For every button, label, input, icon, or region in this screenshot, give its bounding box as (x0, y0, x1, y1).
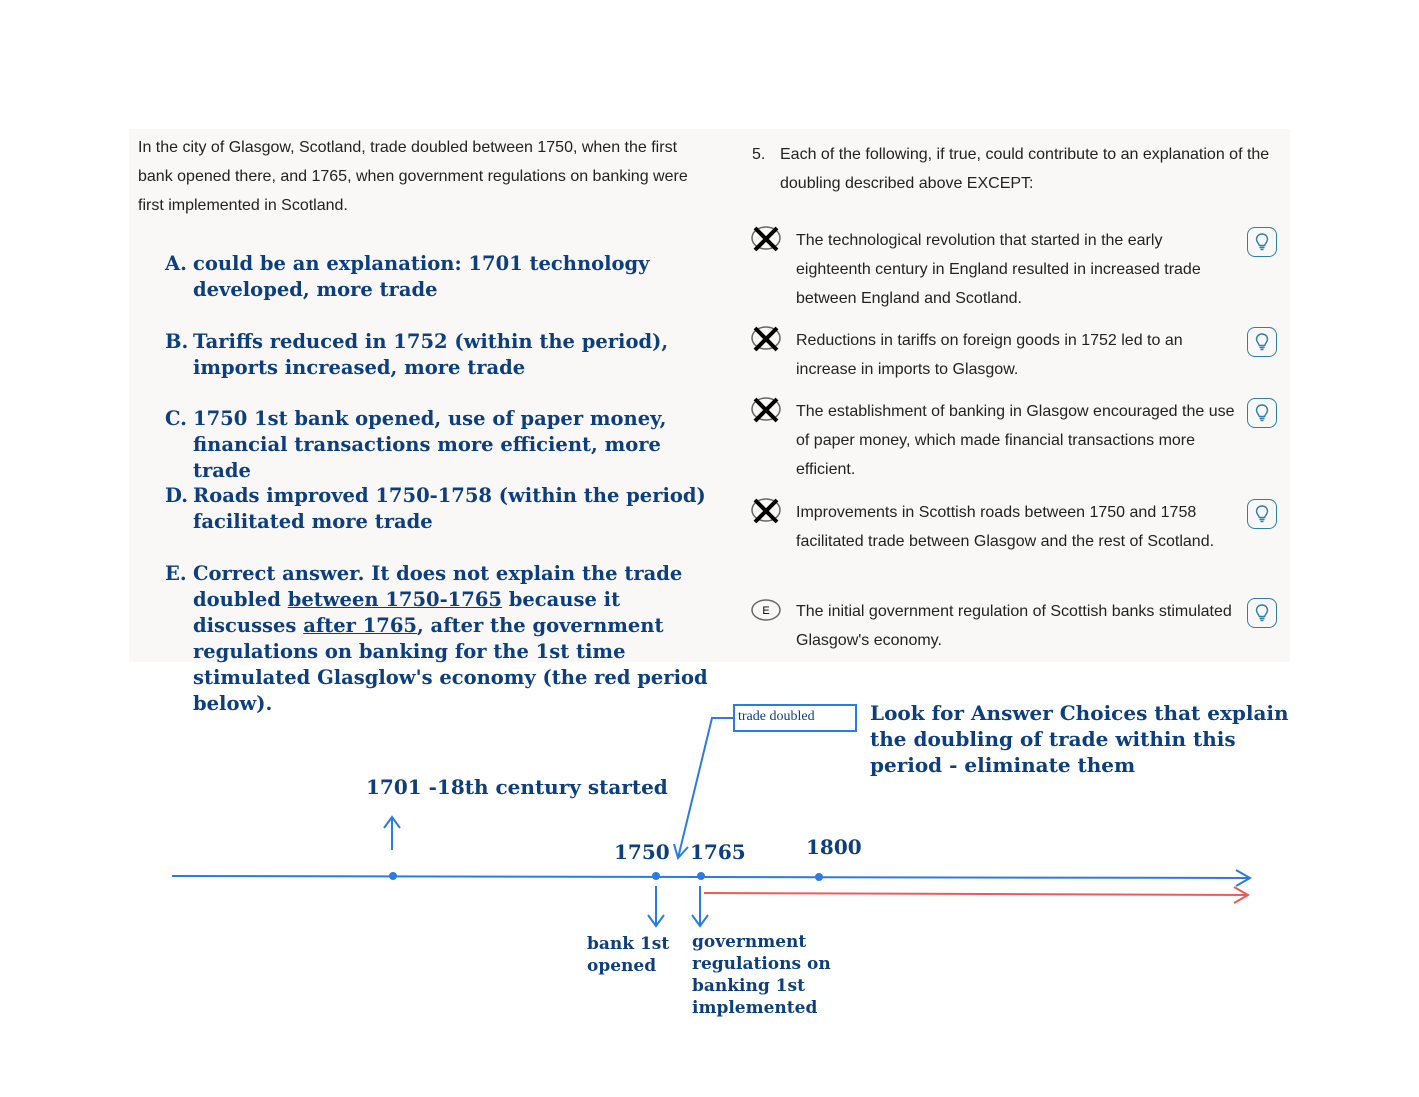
question-panel (129, 129, 1290, 662)
note-text-part: , after the government regulations on ba… (193, 614, 708, 715)
note-label: E. (165, 562, 187, 585)
note-text: could be an explanation: 1701 technology… (193, 252, 650, 301)
choice-text: Improvements in Scottish roads between 1… (796, 504, 1215, 550)
x-circle-icon[interactable] (750, 498, 782, 530)
x-circle-icon[interactable] (750, 326, 782, 358)
lightbulb-icon (1255, 404, 1269, 422)
lightbulb-icon (1255, 505, 1269, 523)
x-circle-icon[interactable] (750, 226, 782, 258)
question-number: 5. (752, 146, 766, 163)
choice-text: The establishment of banking in Glasgow … (796, 403, 1235, 478)
bank-opened-label: bank 1st opened (587, 934, 670, 976)
trade-doubled-box (733, 704, 857, 732)
passage: In the city of Glasgow, Scotland, trade … (138, 139, 688, 214)
note-text: Tariffs reduced in 1752 (within the peri… (193, 330, 669, 379)
arrow-down-1750 (647, 886, 665, 928)
note-underline: after 1765 (303, 614, 417, 637)
hint-button[interactable] (1247, 499, 1277, 529)
year-1800: 1800 (806, 835, 862, 859)
note-text-part: Correct answer. It does not explain the … (193, 562, 683, 611)
point-1750 (652, 872, 660, 880)
note-text: Roads improved 1750-1758 (within the per… (193, 484, 706, 533)
lightbulb-icon (1255, 233, 1269, 251)
choice-letter: E (762, 605, 769, 617)
annotation-1701: 1701 -18th century started (366, 775, 668, 799)
hint-button[interactable] (1247, 398, 1277, 428)
arrow-down-1765 (691, 886, 709, 928)
year-1750: 1750 (614, 840, 670, 864)
red-period-line (703, 892, 1249, 896)
note-label: B. (165, 330, 189, 353)
hint-note: Look for Answer Choices that explain the… (870, 701, 1289, 777)
trade-doubled-label: trade doubled (738, 709, 815, 724)
choice-letter-circle[interactable]: E (750, 597, 782, 629)
note-text: 1750 1st bank opened, use of paper money… (193, 407, 667, 482)
point-1701 (389, 872, 397, 880)
year-1765: 1765 (690, 840, 746, 864)
timeline-axis (171, 875, 1251, 879)
note-label: D. (165, 484, 189, 507)
choice-text: The initial government regulation of Sco… (796, 603, 1232, 649)
note-underline: between 1750-1765 (287, 588, 502, 611)
x-circle-icon[interactable] (750, 397, 782, 429)
hint-button[interactable] (1247, 327, 1277, 357)
regulations-label: government regulations on banking 1st im… (692, 932, 831, 1018)
choice-text: Reductions in tariffs on foreign goods i… (796, 332, 1183, 378)
lightbulb-icon (1255, 604, 1269, 622)
note-text-part: because it discusses (193, 588, 621, 637)
hint-button[interactable] (1247, 598, 1277, 628)
note-text: Correct answer. It does not explain the … (193, 561, 723, 717)
point-1765 (697, 872, 705, 880)
arrow-up-1701 (383, 815, 401, 850)
lightbulb-icon (1255, 333, 1269, 351)
hint-button[interactable] (1247, 227, 1277, 257)
choice-text: The technological revolution that starte… (796, 232, 1201, 307)
trade-doubled-arrow (673, 717, 735, 861)
note-label: C. (165, 407, 187, 430)
red-period-arrowhead (1233, 886, 1251, 904)
note-label: A. (165, 252, 187, 275)
timeline-arrowhead (1235, 869, 1253, 887)
point-1800 (815, 873, 823, 881)
question-text: Each of the following, if true, could co… (780, 146, 1270, 192)
